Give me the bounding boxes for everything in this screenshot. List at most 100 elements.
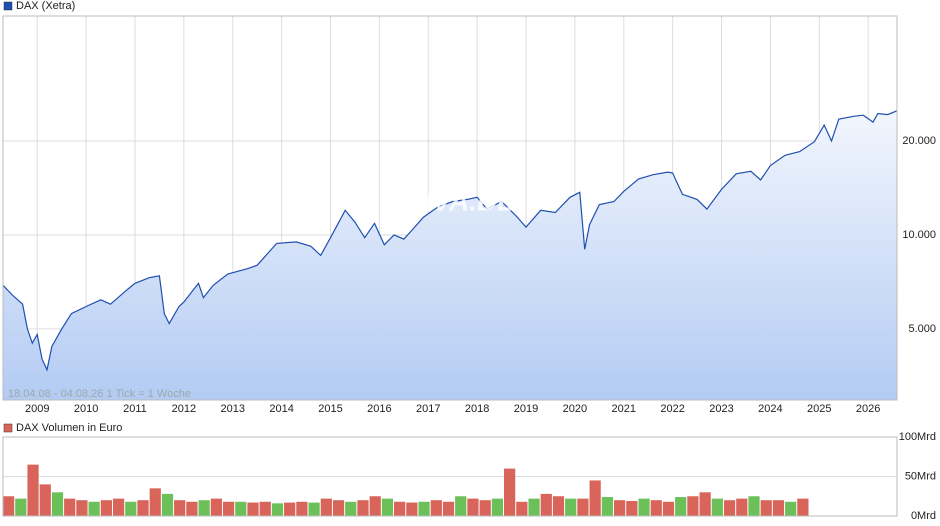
annotation: 18.04.08 - 04.08.26 1 Tick = 1 Woche [8, 388, 191, 400]
bar [15, 498, 27, 516]
bar [491, 498, 504, 516]
bar [552, 496, 565, 516]
x-tick-label: 2019 [514, 403, 538, 415]
bar [760, 500, 772, 516]
bar [161, 493, 174, 516]
bar [88, 501, 100, 516]
bar [332, 500, 345, 516]
x-tick-label: 2018 [465, 403, 489, 415]
x-tick-label: 2015 [318, 403, 342, 415]
bar [565, 498, 577, 516]
bar [577, 498, 589, 516]
bar [259, 501, 271, 516]
legend-label: DAX (Xetra) [16, 0, 75, 12]
line [2, 110, 898, 372]
bar [100, 500, 112, 516]
bar [149, 488, 161, 516]
bar [467, 498, 479, 516]
bar [369, 496, 381, 516]
bar [723, 500, 736, 516]
bar [235, 501, 247, 516]
x-tick-label: 2022 [660, 403, 684, 415]
x-tick-label: 2026 [856, 403, 880, 415]
legend-swatch [3, 423, 13, 433]
legend-label: DAX Volumen in Euro [16, 422, 122, 434]
bar [699, 492, 711, 516]
bar [516, 501, 528, 516]
bar [418, 501, 430, 516]
bar [430, 500, 442, 516]
bar [589, 480, 601, 516]
bar [626, 500, 638, 516]
x-tick-label: 2012 [172, 403, 196, 415]
x-tick-label: 2021 [612, 403, 636, 415]
bar [222, 501, 235, 516]
bar [540, 493, 552, 516]
bar [675, 497, 687, 516]
bar [174, 500, 186, 516]
bar [39, 484, 51, 516]
x-tick-label: 2009 [25, 403, 49, 415]
x-tick-label: 2013 [220, 403, 244, 415]
x-tick-label: 2017 [416, 403, 440, 415]
bar [345, 501, 357, 516]
bar [125, 501, 137, 516]
bar [357, 500, 369, 516]
bar [137, 500, 149, 516]
x-tick-label: 2020 [563, 403, 587, 415]
bar [711, 498, 723, 516]
x-tick-label: 2016 [367, 403, 391, 415]
bar [797, 498, 809, 516]
bar [479, 500, 491, 516]
y-tick-label: 5.000 [908, 323, 936, 335]
bar [3, 496, 15, 516]
plot-frame [2, 436, 898, 517]
y-tick-label: 10.000 [902, 229, 936, 241]
bar [455, 496, 467, 516]
x-tick-label: 2025 [807, 403, 831, 415]
bar [320, 498, 332, 516]
bar [650, 500, 662, 516]
bar [613, 500, 626, 516]
bar [601, 497, 613, 516]
bar [210, 498, 222, 516]
watermark: ARIVA.DE [383, 185, 517, 216]
bar [112, 498, 125, 516]
x-tick-label: 2014 [269, 403, 293, 415]
bar [772, 500, 785, 516]
bar [638, 498, 650, 516]
bar [748, 496, 760, 516]
bar [662, 501, 675, 516]
bar [785, 501, 797, 516]
bar [247, 502, 259, 516]
bar [528, 498, 540, 516]
bar [736, 498, 748, 516]
bar [27, 464, 39, 516]
x-tick-label: 2011 [123, 403, 147, 415]
bar [198, 500, 210, 516]
bar [64, 498, 76, 516]
bar [308, 502, 320, 516]
x-tick-label: 2023 [709, 403, 733, 415]
plot-frame [2, 15, 898, 401]
x-tick-label: 2024 [758, 403, 782, 415]
y-tick-label: 20.000 [902, 135, 936, 147]
bar [284, 502, 296, 516]
y-tick-label: 0Mrd [911, 510, 936, 522]
bar [381, 498, 394, 516]
bar [51, 492, 64, 516]
y-tick-label: 50Mrd [905, 470, 936, 482]
area [3, 110, 897, 401]
x-tick-label: 2010 [74, 403, 98, 415]
bar [394, 501, 406, 516]
y-tick-label: 100Mrd [899, 431, 936, 443]
bar [186, 501, 198, 516]
bar [687, 496, 699, 516]
legend-swatch [3, 1, 13, 11]
bar [296, 501, 308, 516]
bar [76, 500, 88, 516]
bar [504, 468, 516, 516]
bar [271, 503, 284, 516]
bar [442, 501, 455, 516]
